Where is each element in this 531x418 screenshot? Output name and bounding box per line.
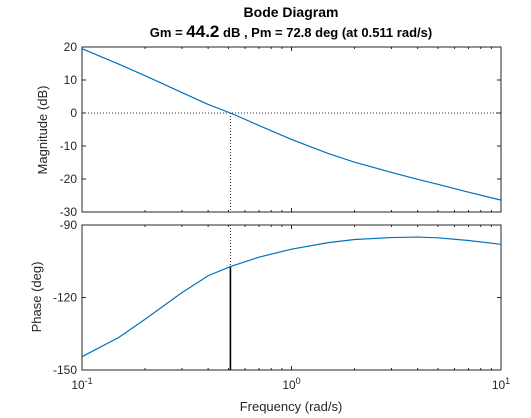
magnitude-x-ticks bbox=[81, 47, 502, 212]
chart-title: Bode Diagram bbox=[244, 4, 339, 20]
subtitle-gm-value: 44.2 bbox=[186, 22, 219, 41]
magnitude-y-tick-label: -10 bbox=[60, 139, 78, 153]
chart-subtitle: Gm = 44.2 dB , Pm = 72.8 deg (at 0.511 r… bbox=[150, 22, 432, 41]
phase-y-label: Phase (deg) bbox=[29, 262, 44, 333]
magnitude-axes: 20 10 0 -10 -20 -30 Magnitude (dB) bbox=[35, 40, 502, 219]
x-tick-label-exponent: 1 bbox=[505, 376, 510, 386]
magnitude-axes-box bbox=[81, 46, 502, 213]
magnitude-y-label: Magnitude (dB) bbox=[35, 86, 50, 175]
x-tick-label-base: 10 bbox=[71, 378, 85, 392]
x-tick-labels: 10-1 100 101 bbox=[71, 376, 510, 392]
subtitle-prefix: Gm = bbox=[150, 25, 187, 40]
x-tick-label-base: 10 bbox=[282, 378, 296, 392]
phase-axes-box bbox=[81, 224, 502, 371]
magnitude-y-tick-label: -20 bbox=[60, 172, 78, 186]
x-tick-label-base: 10 bbox=[492, 378, 506, 392]
phase-x-ticks bbox=[81, 225, 502, 370]
phase-y-tick-label: -150 bbox=[53, 363, 77, 377]
magnitude-ticks: 20 10 0 -10 -20 -30 bbox=[60, 40, 501, 219]
magnitude-y-tick-label: 10 bbox=[64, 73, 78, 87]
phase-axes: -90 -120 -150 Phase (deg) bbox=[29, 218, 502, 377]
phase-series-line bbox=[81, 236, 502, 358]
phase-y-tick-label: -90 bbox=[60, 218, 78, 232]
x-tick-label-exponent: 0 bbox=[296, 376, 301, 386]
x-tick-label-exponent: -1 bbox=[85, 376, 93, 386]
phase-ticks: -90 -120 -150 bbox=[53, 218, 501, 377]
x-tick-label: 100 bbox=[282, 376, 300, 392]
magnitude-y-tick-label: 0 bbox=[70, 106, 77, 120]
subtitle-suffix: dB , Pm = 72.8 deg (at 0.511 rad/s) bbox=[219, 25, 432, 40]
magnitude-y-tick-label: -30 bbox=[60, 205, 78, 219]
x-tick-label: 101 bbox=[492, 376, 510, 392]
phase-y-tick-label: -120 bbox=[53, 291, 77, 305]
x-tick-label: 10-1 bbox=[71, 376, 92, 392]
magnitude-series-line bbox=[81, 48, 502, 201]
magnitude-y-tick-label: 20 bbox=[64, 40, 78, 54]
x-axis-label: Frequency (rad/s) bbox=[240, 399, 343, 414]
